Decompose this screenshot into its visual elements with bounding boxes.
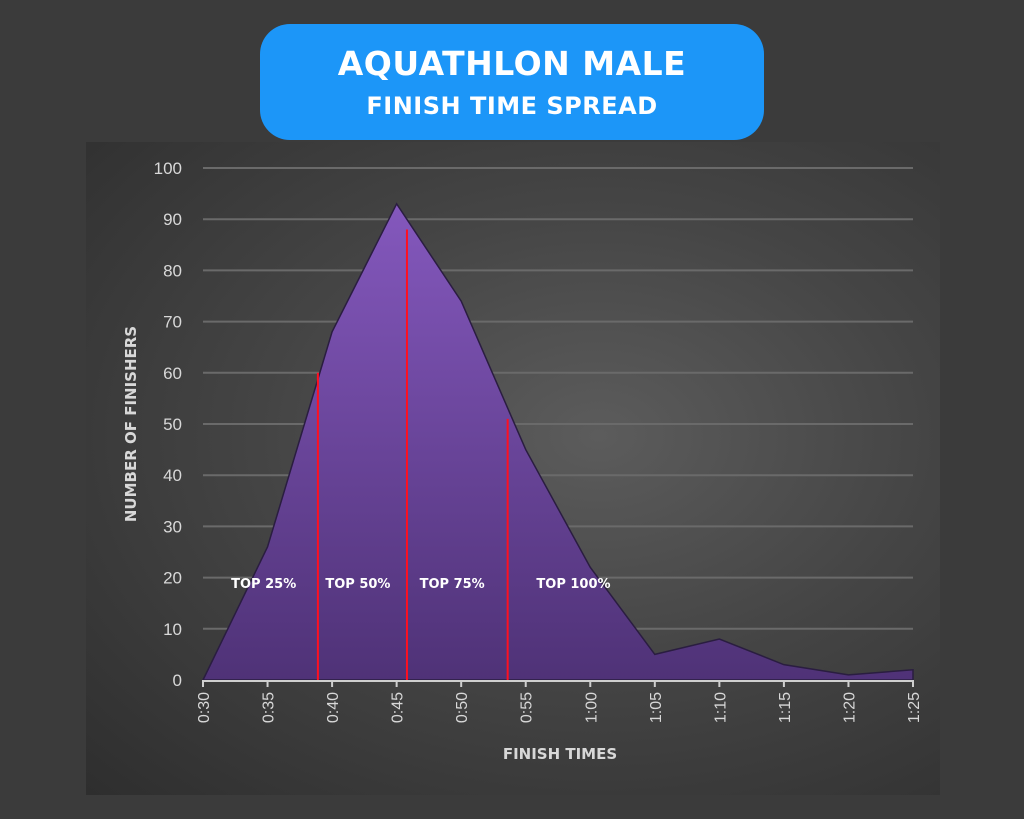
chart-title: AQUATHLON MALE [337, 44, 687, 83]
y-tick-label: 0 [173, 671, 182, 690]
percentile-label: TOP 100% [536, 577, 610, 592]
percentile-label: TOP 50% [325, 577, 390, 592]
x-tick-label: 0:55 [519, 692, 536, 723]
percentile-label: TOP 75% [420, 577, 485, 592]
x-tick-label: 0:35 [261, 692, 278, 723]
x-tick-label: 0:40 [325, 692, 342, 723]
y-tick-label: 10 [163, 620, 182, 639]
x-tick-label: 1:10 [712, 692, 729, 723]
y-tick-label: 80 [163, 261, 182, 280]
y-tick-label: 50 [163, 415, 182, 434]
percentile-label: TOP 25% [231, 577, 296, 592]
y-tick-label: 30 [163, 517, 182, 536]
y-tick-label: 70 [163, 313, 182, 332]
x-tick-label: 1:00 [583, 692, 600, 723]
chart-subtitle: FINISH TIME SPREAD [366, 92, 658, 120]
y-axis-title: NUMBER OF FINISHERS [122, 326, 140, 522]
x-tick-label: 1:25 [906, 692, 923, 723]
x-tick-label: 0:30 [196, 692, 213, 723]
y-tick-label: 60 [163, 364, 182, 383]
y-tick-label: 100 [154, 159, 182, 178]
y-tick-label: 20 [163, 569, 182, 588]
chart-title-banner: AQUATHLON MALE FINISH TIME SPREAD [260, 24, 764, 140]
x-tick-label: 1:20 [841, 692, 858, 723]
y-tick-label: 90 [163, 210, 182, 229]
x-tick-label: 0:50 [454, 692, 471, 723]
y-tick-label: 40 [163, 466, 182, 485]
area-series [201, 202, 914, 681]
x-tick-label: 1:15 [777, 692, 794, 723]
x-tick-label: 0:45 [390, 692, 407, 723]
x-axis-title: FINISH TIMES [503, 745, 617, 763]
x-tick-label: 1:05 [648, 692, 665, 723]
